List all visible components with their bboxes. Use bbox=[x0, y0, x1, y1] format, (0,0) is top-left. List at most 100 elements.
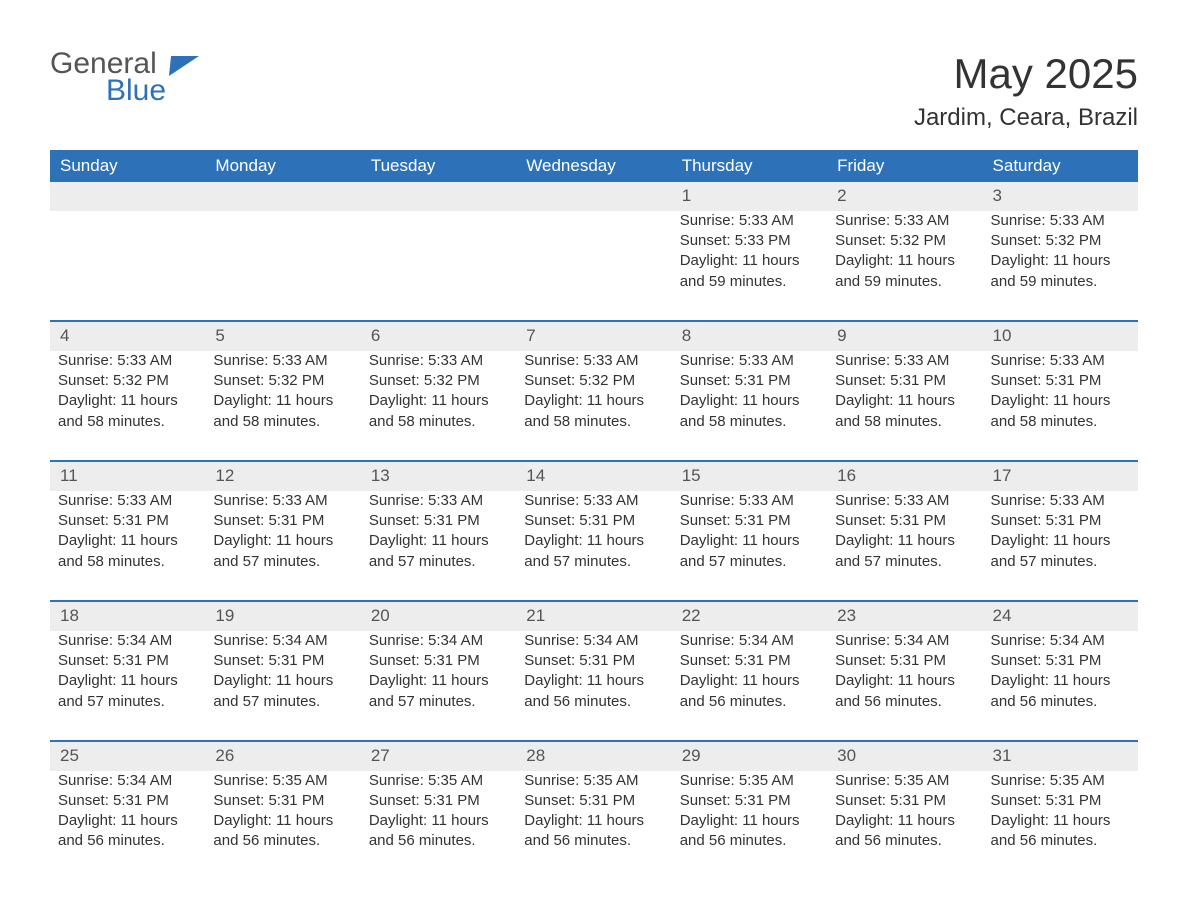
day-sunset: Sunset: 5:31 PM bbox=[58, 651, 197, 671]
day-daylight1: Daylight: 11 hours bbox=[58, 811, 197, 831]
day-number-cell bbox=[516, 182, 671, 211]
day-number-cell: 19 bbox=[205, 601, 360, 631]
day-number-cell: 4 bbox=[50, 321, 205, 351]
day-daylight2: and 58 minutes. bbox=[835, 412, 974, 432]
day-daylight2: and 58 minutes. bbox=[369, 412, 508, 432]
day-daylight1: Daylight: 11 hours bbox=[524, 811, 663, 831]
day-daylight2: and 57 minutes. bbox=[58, 692, 197, 712]
day-detail-cell: Sunrise: 5:33 AMSunset: 5:32 PMDaylight:… bbox=[205, 351, 360, 461]
day-daylight1: Daylight: 11 hours bbox=[680, 391, 819, 411]
day-daylight1: Daylight: 11 hours bbox=[680, 671, 819, 691]
day-sunset: Sunset: 5:31 PM bbox=[835, 511, 974, 531]
day-sunset: Sunset: 5:31 PM bbox=[369, 791, 508, 811]
day-header-row: Sunday Monday Tuesday Wednesday Thursday… bbox=[50, 150, 1138, 182]
day-sunrise: Sunrise: 5:35 AM bbox=[524, 771, 663, 791]
day-daylight2: and 58 minutes. bbox=[991, 412, 1130, 432]
day-sunrise: Sunrise: 5:34 AM bbox=[835, 631, 974, 651]
day-sunrise: Sunrise: 5:34 AM bbox=[369, 631, 508, 651]
day-daylight2: and 56 minutes. bbox=[58, 831, 197, 851]
day-detail-cell: Sunrise: 5:33 AMSunset: 5:31 PMDaylight:… bbox=[672, 491, 827, 601]
day-number-cell bbox=[50, 182, 205, 211]
day-daylight2: and 56 minutes. bbox=[524, 831, 663, 851]
day-sunrise: Sunrise: 5:33 AM bbox=[835, 491, 974, 511]
day-daylight2: and 56 minutes. bbox=[991, 692, 1130, 712]
day-daylight2: and 56 minutes. bbox=[213, 831, 352, 851]
day-daylight2: and 57 minutes. bbox=[835, 552, 974, 572]
day-daylight1: Daylight: 11 hours bbox=[213, 671, 352, 691]
day-daylight2: and 57 minutes. bbox=[680, 552, 819, 572]
day-sunrise: Sunrise: 5:33 AM bbox=[991, 211, 1130, 231]
day-detail-row: Sunrise: 5:34 AMSunset: 5:31 PMDaylight:… bbox=[50, 631, 1138, 741]
day-daylight2: and 58 minutes. bbox=[524, 412, 663, 432]
day-number-cell: 7 bbox=[516, 321, 671, 351]
day-number-row: 123 bbox=[50, 182, 1138, 211]
day-sunrise: Sunrise: 5:33 AM bbox=[213, 491, 352, 511]
day-sunset: Sunset: 5:31 PM bbox=[991, 371, 1130, 391]
day-sunset: Sunset: 5:31 PM bbox=[680, 791, 819, 811]
day-sunrise: Sunrise: 5:33 AM bbox=[835, 211, 974, 231]
day-detail-cell: Sunrise: 5:35 AMSunset: 5:31 PMDaylight:… bbox=[516, 771, 671, 880]
day-header: Tuesday bbox=[361, 150, 516, 182]
day-number-cell: 31 bbox=[983, 741, 1138, 771]
day-detail-cell: Sunrise: 5:33 AMSunset: 5:32 PMDaylight:… bbox=[361, 351, 516, 461]
day-number-cell: 26 bbox=[205, 741, 360, 771]
logo-line2: Blue bbox=[106, 77, 166, 104]
day-sunset: Sunset: 5:31 PM bbox=[680, 651, 819, 671]
day-detail-cell: Sunrise: 5:33 AMSunset: 5:32 PMDaylight:… bbox=[516, 351, 671, 461]
day-number-cell bbox=[205, 182, 360, 211]
day-daylight2: and 56 minutes. bbox=[991, 831, 1130, 851]
day-sunrise: Sunrise: 5:33 AM bbox=[680, 211, 819, 231]
day-daylight1: Daylight: 11 hours bbox=[213, 391, 352, 411]
day-sunrise: Sunrise: 5:33 AM bbox=[369, 491, 508, 511]
day-number-cell: 2 bbox=[827, 182, 982, 211]
day-header: Saturday bbox=[983, 150, 1138, 182]
day-sunrise: Sunrise: 5:33 AM bbox=[835, 351, 974, 371]
day-daylight1: Daylight: 11 hours bbox=[680, 251, 819, 271]
day-detail-row: Sunrise: 5:33 AMSunset: 5:32 PMDaylight:… bbox=[50, 351, 1138, 461]
day-sunset: Sunset: 5:31 PM bbox=[991, 791, 1130, 811]
day-daylight1: Daylight: 11 hours bbox=[369, 391, 508, 411]
day-daylight2: and 57 minutes. bbox=[213, 552, 352, 572]
day-detail-cell: Sunrise: 5:34 AMSunset: 5:31 PMDaylight:… bbox=[361, 631, 516, 741]
day-daylight1: Daylight: 11 hours bbox=[58, 391, 197, 411]
day-daylight2: and 56 minutes. bbox=[680, 692, 819, 712]
day-sunrise: Sunrise: 5:34 AM bbox=[213, 631, 352, 651]
logo-line1: General bbox=[50, 50, 166, 77]
day-detail-cell: Sunrise: 5:33 AMSunset: 5:32 PMDaylight:… bbox=[983, 211, 1138, 321]
day-sunrise: Sunrise: 5:34 AM bbox=[58, 771, 197, 791]
day-detail-cell: Sunrise: 5:35 AMSunset: 5:31 PMDaylight:… bbox=[672, 771, 827, 880]
day-detail-cell: Sunrise: 5:33 AMSunset: 5:31 PMDaylight:… bbox=[983, 491, 1138, 601]
day-number-cell: 8 bbox=[672, 321, 827, 351]
day-daylight1: Daylight: 11 hours bbox=[213, 811, 352, 831]
day-sunset: Sunset: 5:31 PM bbox=[835, 651, 974, 671]
day-daylight2: and 59 minutes. bbox=[991, 272, 1130, 292]
day-number-cell: 10 bbox=[983, 321, 1138, 351]
day-number-cell: 9 bbox=[827, 321, 982, 351]
day-detail-cell: Sunrise: 5:33 AMSunset: 5:31 PMDaylight:… bbox=[516, 491, 671, 601]
day-detail-cell: Sunrise: 5:33 AMSunset: 5:31 PMDaylight:… bbox=[827, 351, 982, 461]
day-number-cell: 29 bbox=[672, 741, 827, 771]
day-detail-cell bbox=[50, 211, 205, 321]
day-sunset: Sunset: 5:32 PM bbox=[369, 371, 508, 391]
day-number-cell: 14 bbox=[516, 461, 671, 491]
day-detail-row: Sunrise: 5:33 AMSunset: 5:31 PMDaylight:… bbox=[50, 491, 1138, 601]
day-sunrise: Sunrise: 5:34 AM bbox=[991, 631, 1130, 651]
day-sunrise: Sunrise: 5:34 AM bbox=[58, 631, 197, 651]
day-daylight1: Daylight: 11 hours bbox=[835, 671, 974, 691]
day-daylight1: Daylight: 11 hours bbox=[991, 391, 1130, 411]
day-detail-cell: Sunrise: 5:33 AMSunset: 5:33 PMDaylight:… bbox=[672, 211, 827, 321]
day-sunrise: Sunrise: 5:33 AM bbox=[524, 491, 663, 511]
day-daylight1: Daylight: 11 hours bbox=[680, 811, 819, 831]
day-sunset: Sunset: 5:31 PM bbox=[991, 511, 1130, 531]
day-header: Friday bbox=[827, 150, 982, 182]
day-daylight2: and 56 minutes. bbox=[835, 831, 974, 851]
day-number-cell: 24 bbox=[983, 601, 1138, 631]
day-detail-row: Sunrise: 5:33 AMSunset: 5:33 PMDaylight:… bbox=[50, 211, 1138, 321]
calendar-table: Sunday Monday Tuesday Wednesday Thursday… bbox=[50, 150, 1138, 880]
day-sunset: Sunset: 5:31 PM bbox=[680, 371, 819, 391]
day-number-cell: 28 bbox=[516, 741, 671, 771]
logo-triangle-icon bbox=[169, 56, 199, 76]
day-detail-cell bbox=[361, 211, 516, 321]
day-daylight1: Daylight: 11 hours bbox=[991, 671, 1130, 691]
day-daylight2: and 57 minutes. bbox=[991, 552, 1130, 572]
